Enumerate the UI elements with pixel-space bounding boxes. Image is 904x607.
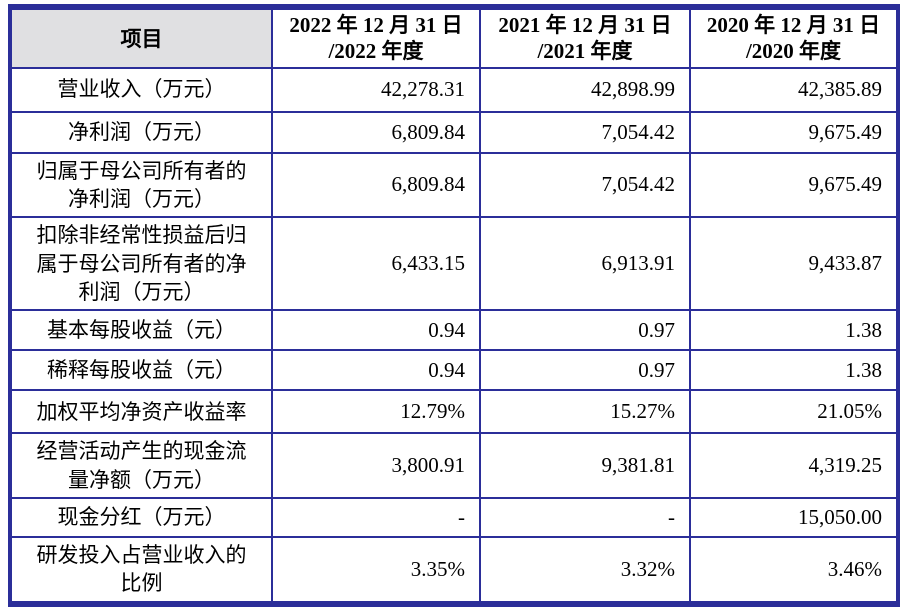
value-cell: 6,433.15	[271, 216, 481, 312]
value-cell: 15.27%	[479, 389, 691, 435]
value-cell: -	[479, 496, 691, 538]
header-cell-item: 项目	[9, 6, 273, 69]
row-label: 归属于母公司所有者的净利润（万元）	[9, 151, 273, 219]
value-cell: 3.32%	[479, 535, 691, 605]
value-cell: 4,319.25	[689, 432, 899, 499]
value-cell: 1.38	[689, 309, 899, 352]
header-2022-line1: 2022 年 12 月 31 日	[289, 13, 463, 37]
table-row-net-profit: 净利润（万元） 6,809.84 7,054.42 9,675.49	[9, 110, 899, 154]
table-row-diluted-eps: 稀释每股收益（元） 0.94 0.97 1.38	[9, 349, 899, 392]
value-cell: 0.94	[271, 349, 481, 392]
table-row-revenue: 营业收入（万元） 42,278.31 42,898.99 42,385.89	[9, 66, 899, 113]
header-2020-line2: /2020 年度	[745, 39, 842, 64]
table-row-cash-dividend: 现金分红（万元） - - 15,050.00	[9, 496, 899, 538]
value-cell: -	[271, 496, 481, 538]
header-2020-line1: 2020 年 12 月 31 日	[706, 13, 881, 37]
value-cell: 3.46%	[689, 535, 899, 605]
value-cell: 7,054.42	[479, 151, 691, 219]
value-cell: 0.97	[479, 349, 691, 392]
table-row-operating-cash-flow: 经营活动产生的现金流量净额（万元） 3,800.91 9,381.81 4,31…	[9, 432, 899, 499]
value-cell: 6,809.84	[271, 110, 481, 154]
header-2021-line2: /2021 年度	[537, 39, 633, 64]
financial-summary-table: 项目 2022 年 12 月 31 日 /2022 年度 2021 年 12 月…	[8, 4, 900, 607]
value-cell: 3,800.91	[271, 432, 481, 499]
row-label: 稀释每股收益（元）	[9, 349, 273, 392]
row-label: 加权平均净资产收益率	[9, 389, 273, 435]
header-cell-2021: 2021 年 12 月 31 日 /2021 年度	[479, 6, 691, 69]
value-cell: 21.05%	[689, 389, 899, 435]
value-cell: 42,898.99	[479, 66, 691, 113]
header-2021-line1: 2021 年 12 月 31 日	[498, 13, 672, 37]
table-row-parent-net-profit: 归属于母公司所有者的净利润（万元） 6,809.84 7,054.42 9,67…	[9, 151, 899, 219]
value-cell: 9,381.81	[479, 432, 691, 499]
value-cell: 12.79%	[271, 389, 481, 435]
value-cell: 6,913.91	[479, 216, 691, 312]
header-cell-2022: 2022 年 12 月 31 日 /2022 年度	[271, 6, 481, 69]
table-row-deducted-net-profit: 扣除非经常性损益后归属于母公司所有者的净利润（万元） 6,433.15 6,91…	[9, 216, 899, 312]
row-label: 研发投入占营业收入的比例	[9, 535, 273, 605]
row-label: 经营活动产生的现金流量净额（万元）	[9, 432, 273, 499]
value-cell: 42,385.89	[689, 66, 899, 113]
header-cell-2020: 2020 年 12 月 31 日 /2020 年度	[689, 6, 899, 69]
value-cell: 7,054.42	[479, 110, 691, 154]
row-label: 净利润（万元）	[9, 110, 273, 154]
row-label: 现金分红（万元）	[9, 496, 273, 538]
row-label: 扣除非经常性损益后归属于母公司所有者的净利润（万元）	[9, 216, 273, 312]
table-row-roe: 加权平均净资产收益率 12.79% 15.27% 21.05%	[9, 389, 899, 435]
value-cell: 3.35%	[271, 535, 481, 605]
value-cell: 15,050.00	[689, 496, 899, 538]
value-cell: 9,433.87	[689, 216, 899, 312]
value-cell: 0.97	[479, 309, 691, 352]
value-cell: 9,675.49	[689, 151, 899, 219]
row-label: 营业收入（万元）	[9, 66, 273, 113]
header-2022-line2: /2022 年度	[328, 39, 424, 64]
value-cell: 0.94	[271, 309, 481, 352]
table-row-rd-ratio: 研发投入占营业收入的比例 3.35% 3.32% 3.46%	[9, 535, 899, 605]
header-row: 项目 2022 年 12 月 31 日 /2022 年度 2021 年 12 月…	[9, 6, 899, 69]
value-cell: 42,278.31	[271, 66, 481, 113]
value-cell: 6,809.84	[271, 151, 481, 219]
value-cell: 9,675.49	[689, 110, 899, 154]
row-label: 基本每股收益（元）	[9, 309, 273, 352]
value-cell: 1.38	[689, 349, 899, 392]
table-row-basic-eps: 基本每股收益（元） 0.94 0.97 1.38	[9, 309, 899, 352]
